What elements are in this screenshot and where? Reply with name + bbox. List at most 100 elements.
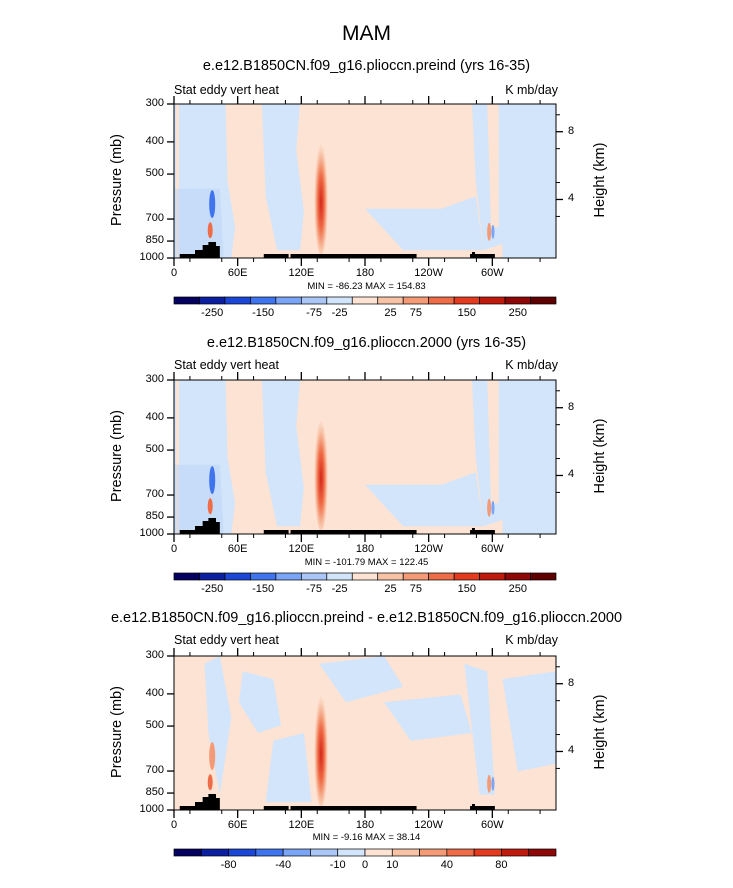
colorbar-swatch xyxy=(479,296,506,305)
panel-1-y-tick-label: 1000 xyxy=(139,251,164,263)
panel-1-x-tick-label: 120E xyxy=(288,267,315,279)
panel-2-x-tick-label: 60E xyxy=(227,543,248,555)
panel-1-y-tick-label: 400 xyxy=(145,134,164,147)
panel-2-colorbar-label: 250 xyxy=(508,583,527,595)
panel-3-colorbar-label: -80 xyxy=(220,859,237,871)
panel-3-x-tick-label: 60W xyxy=(481,819,504,831)
panel-3-height-tick-label: 8 xyxy=(568,676,575,689)
panel-3-x-tick-label: 120W xyxy=(414,819,444,831)
panel-3-min-max: MIN = -9.16 MAX = 38.14 xyxy=(312,832,421,843)
panel-3-y-tick-label: 400 xyxy=(145,686,164,699)
negative-region-west xyxy=(204,656,232,795)
panel-3-colorbar-label: 40 xyxy=(440,859,453,871)
colorbar-swatch xyxy=(224,296,251,305)
panel-3-units: K mb/day xyxy=(505,633,558,647)
topography-asia xyxy=(179,242,220,258)
panel-1-y-tick-label: 500 xyxy=(145,167,164,180)
panel-1-x-tick-label: 120W xyxy=(414,267,444,279)
panel-1-field xyxy=(174,104,556,258)
panel-3-variable-label: Stat eddy vert heat xyxy=(174,633,279,647)
panel-1-x-tick-label: 0 xyxy=(170,267,178,279)
colorbar-swatch xyxy=(224,572,251,581)
colorbar-swatch xyxy=(300,572,328,581)
panel-3-colorbar xyxy=(173,848,557,857)
colorbar-swatch xyxy=(326,572,353,581)
panel-3-x-tick-label: 120E xyxy=(288,819,315,831)
dipole-west-upper xyxy=(209,190,216,219)
panel-1-x-tick-label: 60E xyxy=(227,267,248,279)
panel-3-x-tick-label: 60E xyxy=(227,819,248,831)
colorbar-swatch xyxy=(173,848,202,857)
panel-1-x-tick-label: 180 xyxy=(355,267,375,279)
panel-1-title: e.e12.B1850CN.f09_g16.plioccn.preind (yr… xyxy=(202,58,531,74)
dipole-west-upper xyxy=(209,466,216,495)
panel-1-units: K mb/day xyxy=(505,83,558,97)
panel-1-colorbar-label: -150 xyxy=(252,307,275,319)
positive-strip-west xyxy=(175,380,179,534)
panel-1-colorbar-label: -250 xyxy=(201,307,224,319)
topography-asia xyxy=(179,518,220,534)
panel-3-colorbar-label: -10 xyxy=(329,859,346,871)
topography-se-asia xyxy=(263,806,289,810)
colorbar-swatch xyxy=(300,296,328,305)
panel-1-plot xyxy=(167,96,563,266)
panel-2-units: K mb/day xyxy=(505,358,558,372)
positive-maximum-plume xyxy=(314,413,329,531)
colorbar-swatch xyxy=(530,296,557,305)
negative-region-far-east xyxy=(502,380,556,534)
panel-1-colorbar-label: 75 xyxy=(409,307,423,319)
colorbar-swatch xyxy=(250,572,277,581)
colorbar-swatch xyxy=(446,848,475,857)
colorbar-swatch xyxy=(310,848,339,857)
colorbar-swatch xyxy=(377,572,404,581)
negative-region-central xyxy=(261,380,304,527)
panel-2-height-tick-label: 4 xyxy=(568,468,575,481)
colorbar-swatch xyxy=(504,572,531,581)
panel-2-colorbar xyxy=(173,572,557,581)
panel-1-colorbar xyxy=(173,296,557,305)
panel-2-colorbar-label: -25 xyxy=(331,583,348,595)
figure-title: MAM xyxy=(342,22,391,45)
colorbar-swatch xyxy=(326,296,353,305)
panel-1-height-tick-label: 4 xyxy=(568,192,575,205)
colorbar-swatch xyxy=(364,848,393,857)
panel-1-colorbar-label: 150 xyxy=(457,307,477,319)
panel-2-y-tick-label: 400 xyxy=(145,410,164,423)
panel-3-y-tick-label: 850 xyxy=(145,786,164,799)
panel-2-height-tick-label: 8 xyxy=(568,400,575,413)
negative-region-east-pacific xyxy=(384,694,472,741)
panel-2-colorbar-label: 25 xyxy=(384,583,397,595)
colorbar-swatch xyxy=(200,848,229,857)
panel-3-colorbar-label: 80 xyxy=(495,859,508,871)
colorbar-swatch xyxy=(428,572,455,581)
colorbar-swatch xyxy=(337,848,366,857)
negative-region-central xyxy=(238,671,281,733)
positive-maximum-plume xyxy=(314,689,329,807)
panel-1-height-tick-label: 8 xyxy=(568,124,575,137)
panel-3-y-tick-label: 500 xyxy=(145,719,164,732)
panel-3-colorbar-label: 0 xyxy=(361,859,369,871)
colorbar-swatch xyxy=(530,572,557,581)
panel-3-height-tick-label: 4 xyxy=(568,744,575,757)
panel-1-x-tick-label: 60W xyxy=(481,267,504,279)
panel-2-min-max: MIN = -101.79 MAX = 122.45 xyxy=(304,557,429,568)
panel-2-y-tick-label: 700 xyxy=(145,488,164,501)
colorbar-swatch xyxy=(428,296,455,305)
panel-3-y-tick-label: 1000 xyxy=(139,803,164,815)
panel-1-variable-label: Stat eddy vert heat xyxy=(174,83,279,97)
feature-east-warm xyxy=(487,222,492,241)
feature-east-warm xyxy=(487,774,492,793)
panel-3-x-tick-label: 180 xyxy=(355,819,375,831)
feature-east-cold xyxy=(491,224,495,239)
colorbar-swatch xyxy=(528,848,557,857)
dipole-west-lower xyxy=(207,774,213,791)
panel-2-colorbar-label: 75 xyxy=(409,583,423,595)
colorbar-swatch xyxy=(282,848,311,857)
dipole-west-upper xyxy=(209,742,216,771)
positive-maximum-plume xyxy=(314,137,329,255)
panel-2-plot xyxy=(167,372,563,542)
panel-2-variable-label: Stat eddy vert heat xyxy=(174,358,279,372)
panel-3-x-tick-label: 0 xyxy=(170,819,178,831)
panel-3-colorbar-label: -40 xyxy=(275,859,292,871)
panel-1-y-tick-label: 700 xyxy=(145,212,164,225)
